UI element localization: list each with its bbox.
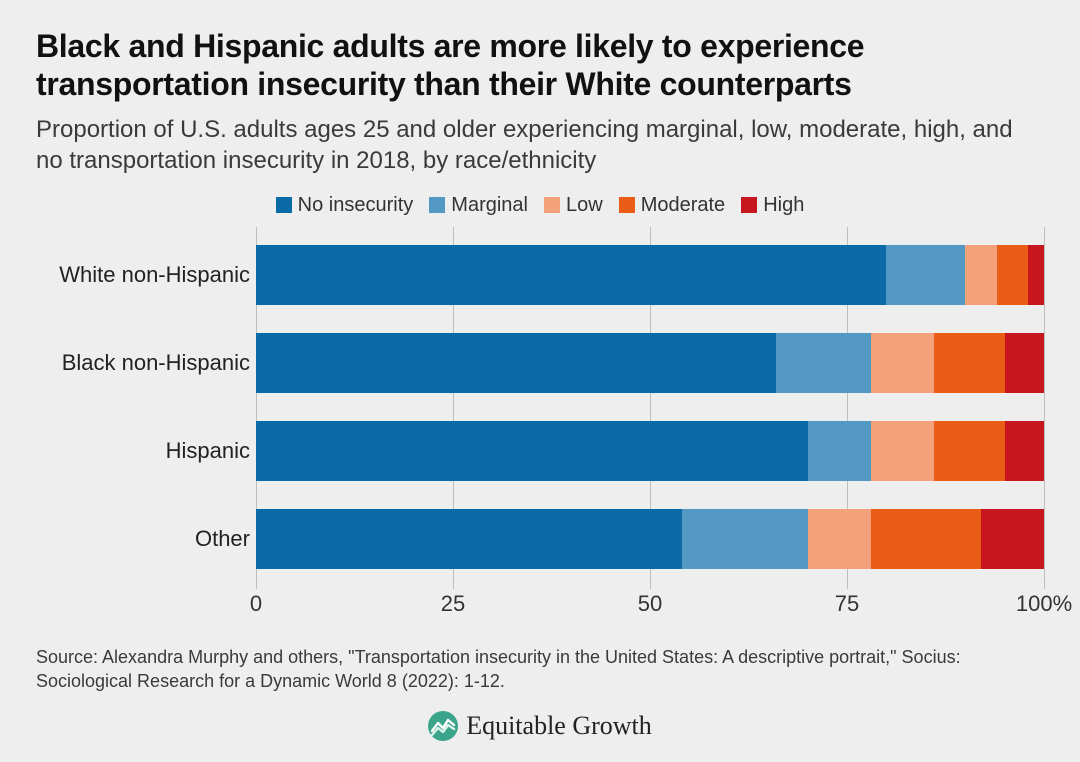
chart-area: White non-HispanicBlack non-HispanicHisp… bbox=[36, 231, 1044, 583]
legend-item: No insecurity bbox=[276, 194, 414, 217]
gridline bbox=[1044, 227, 1045, 589]
bar-segment bbox=[886, 245, 965, 305]
source-text: Source: Alexandra Murphy and others, "Tr… bbox=[36, 645, 1044, 694]
chart-title: Black and Hispanic adults are more likel… bbox=[36, 28, 1044, 104]
bar-segment bbox=[871, 509, 981, 569]
x-axis: 0255075100% bbox=[256, 583, 1044, 623]
x-axis-tick: 50 bbox=[638, 591, 662, 617]
bar-row bbox=[256, 245, 1044, 305]
legend-swatch bbox=[741, 197, 757, 213]
bar-segment bbox=[965, 245, 997, 305]
legend-swatch bbox=[276, 197, 292, 213]
x-axis-tick: 75 bbox=[835, 591, 859, 617]
legend-item: Moderate bbox=[619, 194, 726, 217]
legend-item: Low bbox=[544, 194, 603, 217]
bar-segment bbox=[682, 509, 808, 569]
bar-segment bbox=[1005, 333, 1044, 393]
legend-swatch bbox=[544, 197, 560, 213]
brand-footer: Equitable Growth bbox=[36, 711, 1044, 741]
bar-segment bbox=[256, 509, 682, 569]
bar-segment bbox=[934, 421, 1005, 481]
legend-item: High bbox=[741, 194, 804, 217]
x-axis-tick: 100% bbox=[1016, 591, 1072, 617]
y-axis-label: Hispanic bbox=[36, 407, 250, 495]
bar-segment bbox=[256, 333, 776, 393]
brand-label: Equitable Growth bbox=[466, 711, 652, 741]
legend-item: Marginal bbox=[429, 194, 528, 217]
legend-label: Marginal bbox=[451, 194, 528, 217]
bar-segment bbox=[871, 333, 934, 393]
plot-area bbox=[256, 231, 1044, 583]
bar-row bbox=[256, 421, 1044, 481]
bar-segment bbox=[256, 421, 808, 481]
bar-segment bbox=[808, 421, 871, 481]
bar-row bbox=[256, 333, 1044, 393]
bar-segment bbox=[981, 509, 1044, 569]
bar-segment bbox=[1005, 421, 1044, 481]
y-axis-labels: White non-HispanicBlack non-HispanicHisp… bbox=[36, 231, 256, 583]
legend-label: Moderate bbox=[641, 194, 726, 217]
bar-segment bbox=[256, 245, 886, 305]
legend-label: Low bbox=[566, 194, 603, 217]
bars-container bbox=[256, 231, 1044, 583]
x-axis-tick: 0 bbox=[250, 591, 262, 617]
bar-segment bbox=[776, 333, 871, 393]
bar-segment bbox=[871, 421, 934, 481]
y-axis-label: White non-Hispanic bbox=[36, 231, 250, 319]
legend-label: High bbox=[763, 194, 804, 217]
x-axis-tick: 25 bbox=[441, 591, 465, 617]
bar-row bbox=[256, 509, 1044, 569]
legend-swatch bbox=[429, 197, 445, 213]
chart-subtitle: Proportion of U.S. adults ages 25 and ol… bbox=[36, 114, 1044, 176]
legend-label: No insecurity bbox=[298, 194, 414, 217]
bar-segment bbox=[997, 245, 1029, 305]
bar-segment bbox=[808, 509, 871, 569]
line-chart-icon bbox=[428, 711, 458, 741]
y-axis-label: Black non-Hispanic bbox=[36, 319, 250, 407]
legend: No insecurity Marginal Low Moderate High bbox=[36, 194, 1044, 217]
y-axis-label: Other bbox=[36, 495, 250, 583]
bar-segment bbox=[1028, 245, 1044, 305]
legend-swatch bbox=[619, 197, 635, 213]
bar-segment bbox=[934, 333, 1005, 393]
